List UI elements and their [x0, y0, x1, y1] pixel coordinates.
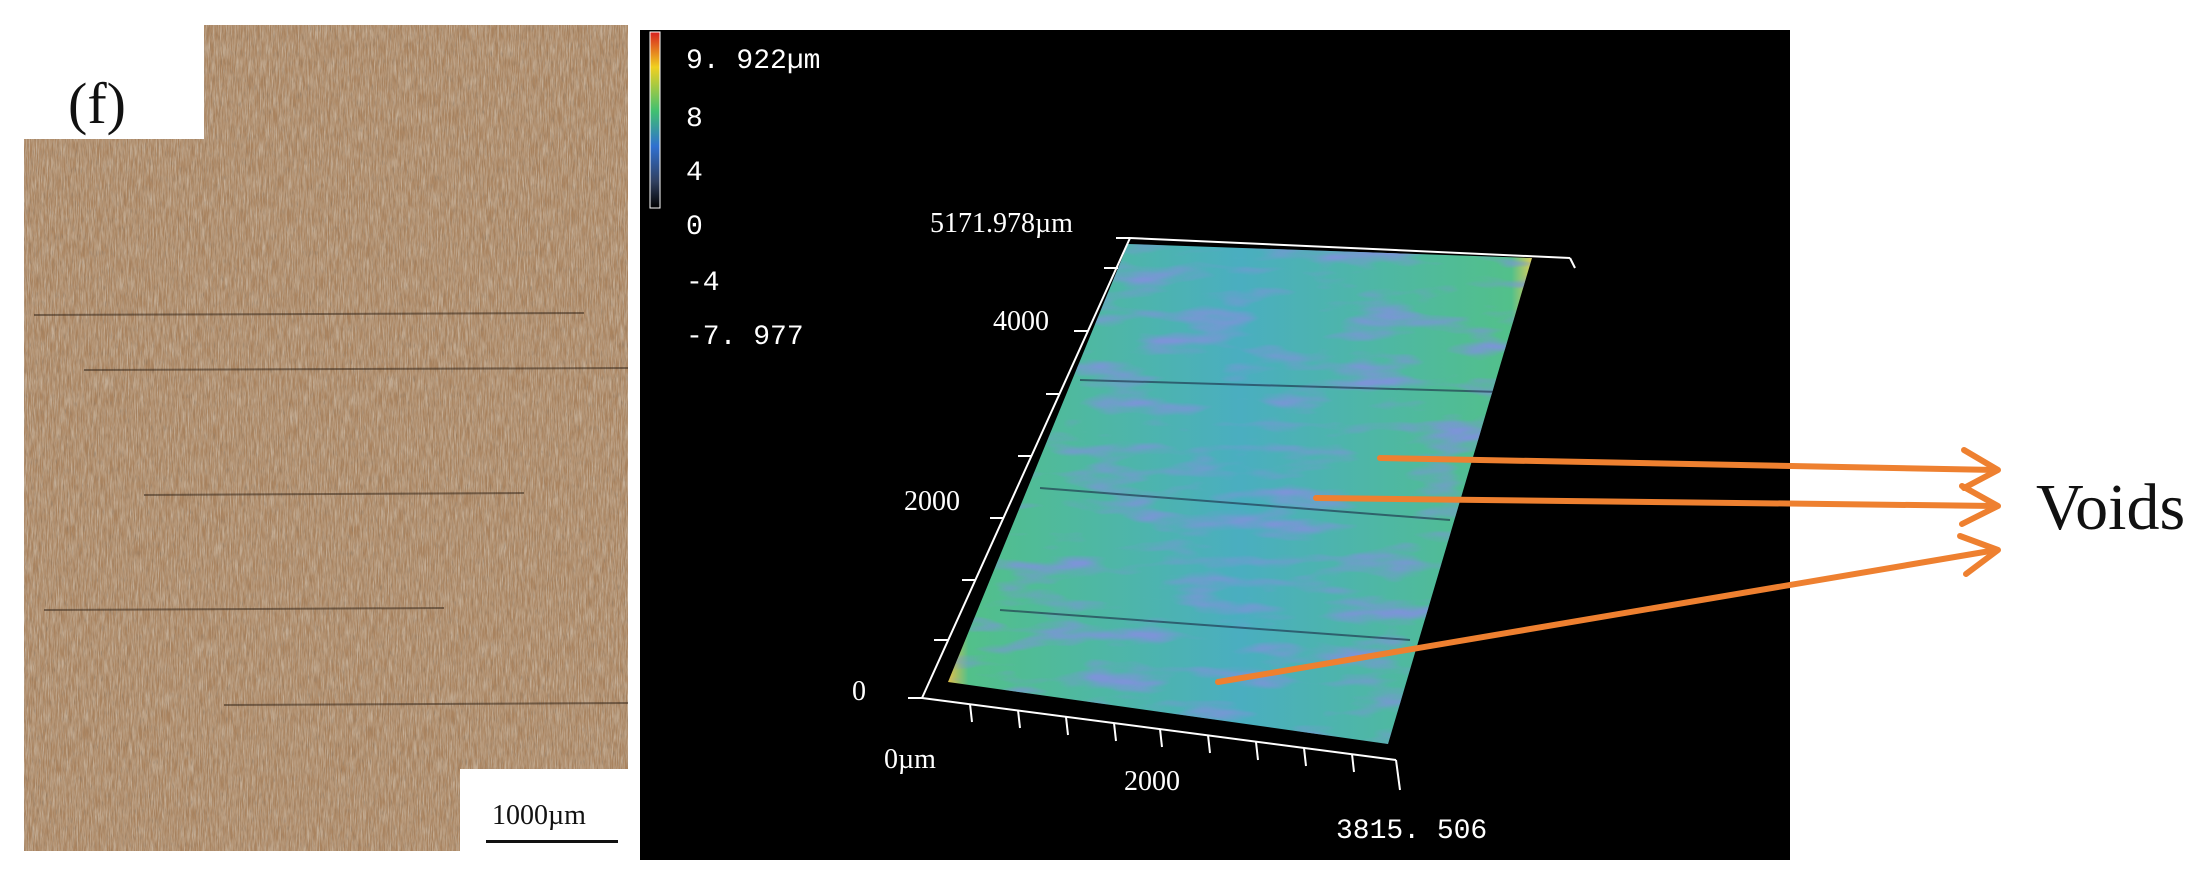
arrowhead-3 — [1957, 533, 2001, 577]
micrograph-image — [24, 25, 628, 851]
scale-bar — [486, 840, 618, 843]
surface-profile-3d — [640, 30, 1790, 860]
arrowhead-2 — [1959, 483, 2001, 527]
scale-bar-label: 1000µm — [492, 800, 586, 831]
arrowhead-1 — [1961, 447, 2001, 491]
panel-label: (f) — [68, 71, 126, 136]
colorbar — [649, 31, 661, 209]
voids-label: Voids — [2036, 471, 2186, 544]
